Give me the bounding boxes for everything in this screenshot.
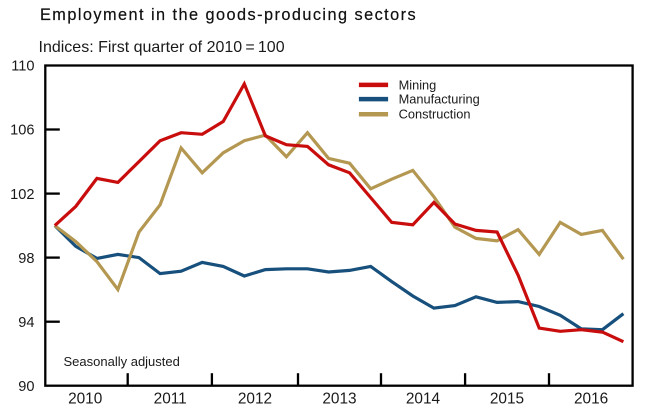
svg-text:2014: 2014 [406, 391, 441, 408]
svg-text:102: 102 [10, 187, 34, 203]
svg-text:94: 94 [18, 315, 34, 331]
svg-text:90: 90 [18, 379, 34, 395]
svg-text:106: 106 [10, 123, 34, 139]
svg-text:98: 98 [18, 251, 34, 267]
svg-text:2016: 2016 [574, 391, 608, 408]
svg-text:Manufacturing: Manufacturing [399, 92, 480, 107]
svg-text:2015: 2015 [490, 391, 524, 408]
svg-text:Construction: Construction [399, 107, 471, 122]
svg-text:110: 110 [11, 59, 34, 75]
svg-text:2010: 2010 [68, 391, 102, 408]
svg-text:2013: 2013 [322, 391, 356, 408]
svg-text:2012: 2012 [238, 391, 272, 408]
svg-text:Seasonally adjusted: Seasonally adjusted [64, 354, 180, 369]
svg-text:2011: 2011 [154, 391, 187, 408]
svg-text:Mining: Mining [399, 77, 437, 92]
